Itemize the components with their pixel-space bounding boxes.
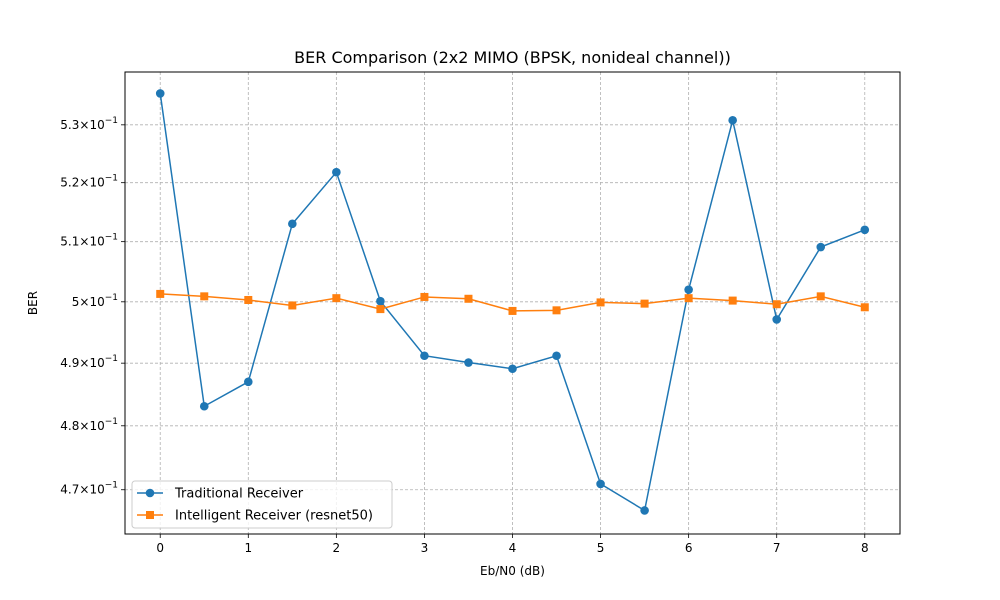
data-point: [155, 89, 165, 98]
y-tick-times: ×: [79, 118, 89, 132]
plot-series: [155, 89, 870, 515]
x-tick-label: 6: [685, 541, 693, 555]
y-tick-label: 5.1×10−1: [60, 233, 118, 249]
legend-label: Traditional Receiver: [174, 487, 304, 502]
y-tick-exponent: −1: [105, 354, 118, 364]
legend: Traditional Receiver Intelligent Receiver…: [131, 480, 393, 529]
data-point: [684, 294, 693, 303]
data-point: [199, 401, 209, 411]
y-tick-label: 5.2×10−1: [60, 174, 118, 190]
y-tick-base: 10: [89, 419, 104, 433]
legend-marker: [145, 488, 155, 498]
data-point: [816, 242, 826, 252]
y-tick-times: ×: [79, 235, 89, 249]
x-tick-label: 7: [773, 541, 781, 555]
data-point: [860, 225, 870, 235]
data-point: [420, 292, 429, 301]
data-point: [244, 295, 253, 304]
y-tick-mantissa: 5.2: [60, 176, 79, 190]
data-point: [332, 294, 341, 303]
data-point: [464, 358, 473, 367]
data-point: [508, 364, 517, 374]
y-tick-exponent: −1: [105, 417, 118, 427]
legend-box: [131, 480, 393, 529]
y-tick-mantissa: 4.8: [60, 419, 79, 433]
data-point: [552, 351, 561, 361]
data-point: [552, 306, 561, 315]
data-point: [728, 115, 737, 125]
data-point: [772, 300, 781, 309]
y-tick-base: 10: [89, 176, 104, 190]
y-tick-exponent: −1: [105, 233, 118, 243]
y-tick-label: 4.9×10−1: [60, 354, 118, 370]
y-tick-times: ×: [79, 356, 89, 370]
y-tick-label: 4.8×10−1: [60, 417, 118, 433]
x-axis: 0 1 2 3 4 5 6 7 8: [156, 534, 869, 555]
x-tick-label: 3: [421, 541, 429, 555]
y-tick-label: 5.3×10−1: [60, 116, 118, 132]
y-tick-times: ×: [79, 176, 89, 190]
x-tick-label: 5: [597, 541, 605, 555]
y-axis: 4.7×10−14.8×10−14.9×10−15×10−15.1×10−15.…: [60, 116, 125, 497]
grid: [125, 72, 900, 534]
y-tick-exponent: −1: [105, 174, 118, 184]
x-tick-label: 0: [156, 541, 164, 555]
data-point: [200, 292, 209, 301]
data-point: [288, 219, 297, 229]
x-tick-label: 2: [333, 541, 341, 555]
y-tick-base: 10: [89, 235, 104, 249]
data-point: [596, 298, 605, 307]
y-tick-exponent: −1: [105, 116, 118, 126]
chart-title: BER Comparison (2x2 MIMO (BPSK, nonideal…: [294, 48, 731, 67]
legend-marker: [146, 511, 154, 519]
data-point: [376, 296, 385, 306]
y-tick-mantissa: 4.9: [60, 356, 79, 370]
data-point: [596, 479, 605, 489]
data-point: [156, 289, 165, 298]
data-point: [376, 305, 385, 314]
legend-item: Intelligent Receiver (resnet50): [137, 509, 373, 524]
series-1: [155, 89, 870, 515]
data-point: [332, 167, 341, 177]
y-tick-label: 5×10−1: [72, 293, 118, 309]
y-tick-times: ×: [79, 419, 89, 433]
y-tick-exponent: −1: [105, 293, 118, 303]
data-point: [772, 315, 782, 324]
data-point: [464, 294, 473, 303]
y-tick-base: 10: [89, 295, 104, 309]
y-tick-mantissa: 5.3: [60, 118, 79, 132]
y-tick-label: 4.7×10−1: [60, 481, 118, 497]
y-tick-mantissa: 4.7: [60, 483, 79, 497]
y-tick-exponent: −1: [105, 481, 118, 491]
y-tick-mantissa: 5.1: [60, 235, 79, 249]
data-point: [288, 301, 297, 310]
data-point: [243, 377, 253, 387]
y-axis-label: BER: [26, 291, 40, 315]
y-tick-times: ×: [79, 295, 89, 309]
series-2: [156, 289, 869, 315]
data-point: [684, 285, 693, 294]
y-tick-base: 10: [89, 118, 104, 132]
data-point: [508, 306, 517, 315]
y-tick-base: 10: [89, 356, 104, 370]
data-point: [420, 351, 429, 361]
x-tick-label: 4: [509, 541, 517, 555]
data-point: [816, 292, 825, 301]
y-tick-times: ×: [79, 483, 89, 497]
x-tick-label: 8: [861, 541, 869, 555]
y-tick-base: 10: [89, 483, 104, 497]
x-tick-label: 1: [244, 541, 252, 555]
x-axis-label: Eb/N0 (dB): [480, 564, 545, 578]
data-point: [860, 303, 869, 312]
data-point: [640, 506, 649, 515]
legend-item: Traditional Receiver: [137, 487, 304, 502]
data-point: [640, 299, 649, 308]
data-point: [728, 296, 737, 305]
y-tick-mantissa: 5: [72, 295, 80, 309]
legend-label: Intelligent Receiver (resnet50): [175, 509, 373, 524]
